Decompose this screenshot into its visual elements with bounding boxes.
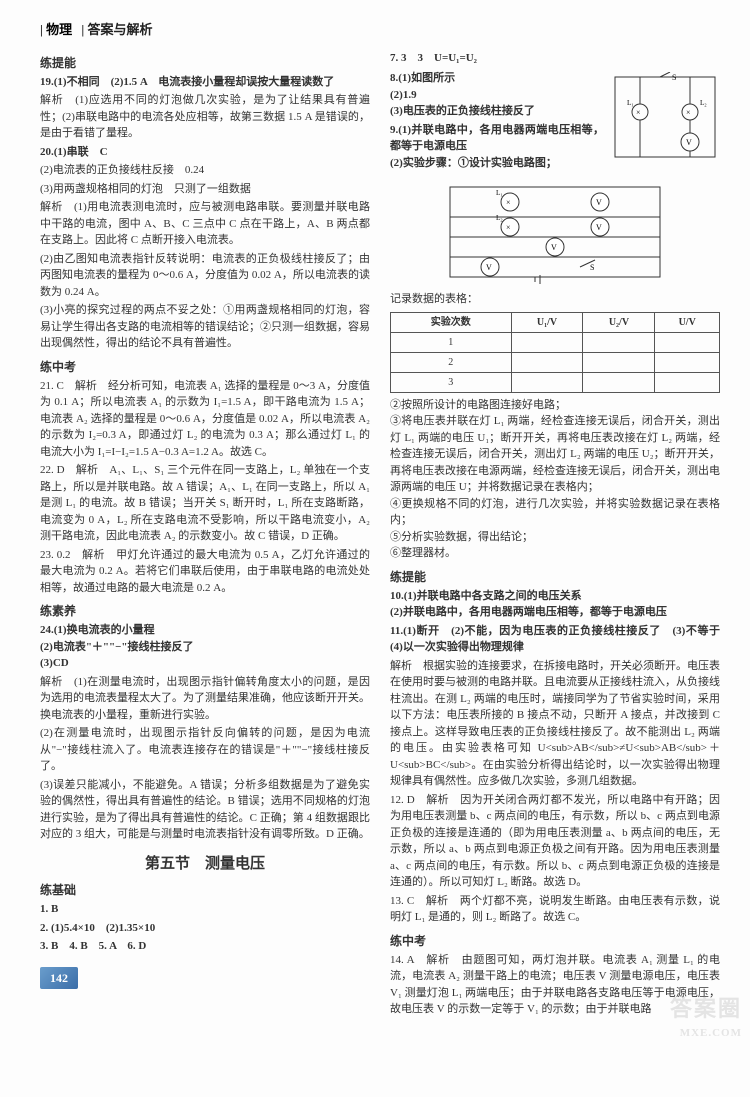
- q12: 12. D 解析 因为开关闭合两灯都不发光，所以电路中有开路；因为用电压表测量 …: [390, 792, 720, 891]
- q20-head: 20.(1)串联 C: [40, 144, 370, 161]
- q9-1: 9.(1)并联电路中，各用电器两端电压相等，都等于电源电压 (2)实验步骤：①设…: [390, 122, 604, 172]
- svg-text:V: V: [486, 263, 492, 272]
- circuit-diagram-2: ×L₁ V ×L₂ V V V S: [440, 177, 670, 287]
- svg-text:L₁: L₁: [627, 99, 634, 107]
- th-1: U₁/V: [511, 312, 583, 332]
- svg-text:V: V: [596, 198, 602, 207]
- q20-2: (2)电流表的正负接线柱反接 0.24: [40, 162, 370, 179]
- cell: [655, 372, 720, 392]
- svg-text:×: ×: [686, 108, 691, 117]
- q8: 8.(1)如图所示 (2)1.9 (3)电压表的正负接线柱接反了: [390, 70, 604, 120]
- cell: [583, 352, 655, 372]
- svg-text:×: ×: [506, 198, 511, 207]
- q20-ans2: (2)由乙图知电流表指针反转说明：电流表的正负极线柱接反了；由丙图知电流表的量程…: [40, 251, 370, 301]
- q21: 21. C 解析 经分析可知，电流表 A₁ 选择的量程是 0～3 A，分度值为 …: [40, 378, 370, 461]
- svg-text:L₂: L₂: [496, 214, 503, 222]
- q20-3: (3)用两盏规格相同的灯泡 只测了一组数据: [40, 181, 370, 198]
- svg-text:V: V: [596, 223, 602, 232]
- two-column-layout: 练提能 19.(1)不相同 (2)1.5 A 电流表接小量程却误按大量程读数了 …: [40, 48, 720, 1020]
- svg-text:L₂: L₂: [700, 99, 707, 107]
- q20-ans3: (3)小亮的探究过程的两点不妥之处：①用两盏规格相同的灯泡，容易让学生得出各支路…: [40, 302, 370, 352]
- svg-text:L₁: L₁: [496, 189, 503, 197]
- q19-answer: 解析 (1)应选用不同的灯泡做几次实验，是为了让结果具有普遍性；(2)串联电路中…: [40, 92, 370, 142]
- table-caption: 记录数据的表格：: [390, 291, 720, 308]
- section-liansuyang: 练素养: [40, 602, 370, 620]
- a2: 2. (1)5.4×10 (2)1.35×10: [40, 920, 370, 937]
- cell: 2: [391, 352, 512, 372]
- q11-head: 11.(1)断开 (2)不能，因为电压表的正负接线柱接反了 (3)不等于 (4)…: [390, 623, 720, 656]
- q20-ans1: 解析 (1)用电流表测电流时，应与被测电路串联。要测量并联电路中干路的电流，图中…: [40, 199, 370, 249]
- q10: 10.(1)并联电路中各支路之间的电压关系 (2)并联电路中，各用电器两端电压相…: [390, 588, 720, 621]
- data-table: 实验次数 U₁/V U₂/V U/V 1 2 3: [390, 312, 720, 393]
- q13: 13. C 解析 两个灯都不亮，说明发生断路。由电压表有示数，说明灯 L₁ 是通…: [390, 893, 720, 926]
- svg-text:S: S: [672, 73, 676, 82]
- section-lianjichu: 练基础: [40, 881, 370, 899]
- q24-ans1: 解析 (1)在测量电流时，出现图示指针偏转角度太小的问题，是因为选用的电流表量程…: [40, 674, 370, 724]
- cell: [511, 332, 583, 352]
- q7: 7. 3 3 U=U₁=U₂: [390, 50, 720, 67]
- circuit-diagram-1: S ×L₁ ×L₂ V: [610, 72, 720, 162]
- q23: 23. 0.2 解析 甲灯允许通过的最大电流为 0.5 A，乙灯允许通过的最大电…: [40, 547, 370, 597]
- section-lianzhongkao-2: 练中考: [390, 932, 720, 950]
- section-liantineng-2: 练提能: [390, 568, 720, 586]
- q24-ans3: (3)误差只能减小，不能避免。A 错误；分析多组数据是为了避免实验的偶然性，得出…: [40, 777, 370, 843]
- svg-text:S: S: [590, 263, 594, 272]
- left-column: 练提能 19.(1)不相同 (2)1.5 A 电流表接小量程却误按大量程读数了 …: [40, 48, 370, 1020]
- page-header: | 物理 | 答案与解析: [40, 20, 720, 40]
- cell: 1: [391, 332, 512, 352]
- section-liantineng: 练提能: [40, 54, 370, 72]
- a3: 3. B 4. B 5. A 6. D: [40, 938, 370, 955]
- q22: 22. D 解析 A₁、L₁、S₁ 三个元件在同一支路上，L₂ 单独在一个支路上…: [40, 462, 370, 545]
- header-title: 答案与解析: [88, 22, 153, 37]
- q9-steps: ②按照所设计的电路图连接好电路； ③将电压表并联在灯 L₁ 两端，经检查连接无误…: [390, 397, 720, 562]
- cell: [511, 372, 583, 392]
- a1: 1. B: [40, 901, 370, 918]
- svg-text:×: ×: [506, 223, 511, 232]
- svg-text:V: V: [551, 243, 557, 252]
- q11-ans: 解析 根据实验的连接要求，在拆接电路时，开关必须断开。电压表在使用时要与被测的电…: [390, 658, 720, 790]
- th-0: 实验次数: [391, 312, 512, 332]
- watermark-main: 答案圈: [670, 996, 742, 1021]
- q24-head: 24.(1)换电流表的小量程 (2)电流表"＋""−"接线柱接反了 (3)CD: [40, 622, 370, 672]
- right-column: 7. 3 3 U=U₁=U₂ 8.(1)如图所示 (2)1.9 (3)电压表的正…: [390, 48, 720, 1020]
- section-lianzhongkao: 练中考: [40, 358, 370, 376]
- q24-ans2: (2)在测量电流时，出现图示指针反向偏转的问题，是因为电流从"−"接线柱流入了。…: [40, 725, 370, 775]
- watermark: 答案圈 MXE.COM: [670, 992, 742, 1042]
- svg-text:×: ×: [636, 108, 641, 117]
- cell: [583, 332, 655, 352]
- svg-text:V: V: [686, 138, 692, 147]
- watermark-sub: MXE.COM: [670, 1025, 742, 1042]
- page-number: 142: [40, 967, 78, 989]
- cell: 3: [391, 372, 512, 392]
- section-5-title: 第五节 测量电压: [40, 853, 370, 876]
- q19-head: 19.(1)不相同 (2)1.5 A 电流表接小量程却误按大量程读数了: [40, 74, 370, 91]
- th-2: U₂/V: [583, 312, 655, 332]
- th-3: U/V: [655, 312, 720, 332]
- subject-label: 物理: [46, 22, 72, 37]
- cell: [583, 372, 655, 392]
- cell: [655, 332, 720, 352]
- cell: [511, 352, 583, 372]
- cell: [655, 352, 720, 372]
